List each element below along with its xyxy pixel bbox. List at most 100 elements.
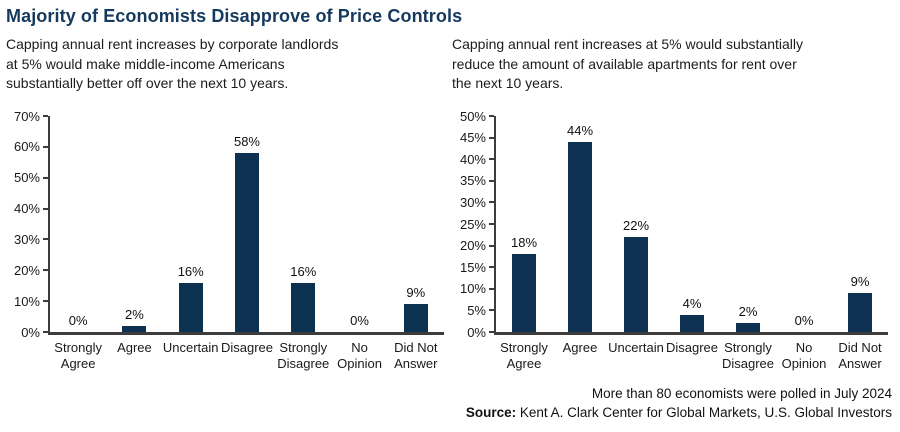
x-axis-labels: Strongly Agree Agree Uncertain Disagree Stron… [496, 340, 888, 372]
x-axis-label-line: Agree [562, 340, 598, 355]
x-axis-label-line: Did Not [838, 340, 882, 355]
bar-slot: 44% [552, 116, 608, 332]
y-axis: 0% 5% 10% 15% 20% 25% 30% 35% 40% 45% 50% [452, 109, 494, 340]
y-axis-tick [489, 309, 494, 312]
bar-value-label: 9% [850, 274, 870, 290]
y-axis-tick [489, 244, 494, 247]
x-axis-label: Uncertain [608, 340, 664, 372]
y-axis-label: 45% [459, 130, 486, 146]
x-axis-label: Uncertain [163, 340, 219, 372]
bar-slot: 2% [106, 116, 162, 332]
y-axis-label: 10% [459, 281, 486, 297]
bar [680, 314, 704, 332]
y-axis-tick [43, 238, 48, 241]
bar [848, 293, 872, 332]
x-axis-label-line: Strongly [500, 340, 548, 355]
x-axis-label: Disagree [219, 340, 275, 372]
y-axis-label: 10% [13, 293, 40, 309]
x-axis-label: Agree [106, 340, 162, 372]
bar-value-label: 0% [68, 313, 88, 328]
bar-slot: 2% [720, 116, 776, 332]
bar-value-label: 22% [622, 217, 650, 233]
bar-value-label: 0% [794, 313, 814, 328]
bar-value-label: 18% [510, 235, 538, 251]
y-axis-tick [489, 158, 494, 161]
bar-value-label: 4% [682, 295, 702, 311]
subtitle-line: the next 10 years. [452, 75, 564, 91]
bar [512, 254, 536, 332]
bar-slot: 0% [331, 116, 387, 332]
y-axis-label: 70% [13, 108, 40, 124]
subtitle-line: Capping annual rent increases by corpora… [6, 36, 339, 52]
y-axis-tick [43, 269, 48, 272]
bar-slot: 0% [776, 116, 832, 332]
left-chart: Capping annual rent increases by corpora… [0, 35, 450, 372]
y-axis-label: 30% [459, 194, 486, 210]
bar-value-label: 44% [566, 122, 594, 138]
x-axis-label-line: No [351, 340, 368, 355]
bar [122, 325, 147, 332]
x-axis-label: Strongly Disagree [275, 340, 331, 372]
y-axis-label: 40% [459, 151, 486, 167]
x-axis-label-line: Strongly [54, 340, 102, 355]
y-axis-label: 50% [13, 170, 40, 186]
chart-footer: More than 80 economists were polled in J… [466, 385, 892, 422]
y-axis-label: 40% [13, 201, 40, 217]
x-axis-label-line: Disagree [721, 356, 775, 371]
x-axis-label: No Opinion [331, 340, 387, 372]
source-line: Source: Kent A. Clark Center for Global … [466, 404, 892, 423]
y-axis-tick [489, 115, 494, 117]
x-axis-label-line: Disagree [277, 356, 330, 371]
x-axis-label-line: Answer [394, 356, 438, 371]
x-axis-label-line: Did Not [394, 340, 438, 355]
chart-plot-row: 0% 10% 20% 30% 40% 50% 60% 70% 0% 2% 16% 58% 16% 0% 9% [6, 109, 444, 340]
subtitle-line: Capping annual rent increases at 5% woul… [452, 36, 803, 52]
bar-slot: 9% [388, 116, 444, 332]
charts-row: Capping annual rent increases by corpora… [0, 35, 900, 372]
y-axis-label: 50% [459, 108, 486, 124]
x-axis-label-line: No [795, 340, 813, 355]
y-axis-tick [43, 145, 48, 148]
bar [624, 236, 648, 332]
x-axis-label-line: Strongly [279, 340, 328, 355]
y-axis-label: 25% [459, 216, 486, 232]
bar-slot: 9% [832, 116, 888, 332]
bar-slot: 16% [275, 116, 331, 332]
bar-value-label: 58% [233, 134, 260, 150]
bar-value-label: 2% [125, 306, 144, 322]
x-axis-label-line: Agree [117, 340, 152, 355]
y-axis-tick [43, 331, 48, 333]
subtitle-line: substantially better off over the next 1… [6, 75, 289, 91]
footer-note: More than 80 economists were polled in J… [591, 386, 892, 401]
page-title: Majority of Economists Disapprove of Pri… [6, 6, 463, 26]
y-axis: 0% 10% 20% 30% 40% 50% 60% 70% [6, 109, 48, 340]
bar-slot: 22% [608, 116, 664, 332]
x-axis-label: No Opinion [776, 340, 832, 372]
x-axis-label-line: Uncertain [608, 340, 664, 355]
x-axis-label: Strongly Agree [50, 340, 106, 372]
bar-value-label: 0% [350, 313, 369, 328]
subtitle-line: at 5% would make middle-income Americans [6, 55, 285, 72]
bar-slot: 58% [219, 116, 275, 332]
plot-area: 18% 44% 22% 4% 2% 0% 9% [494, 116, 888, 335]
x-axis-label-line: Disagree [220, 340, 273, 355]
right-chart: Capping annual rent increases at 5% woul… [450, 35, 900, 372]
x-axis-label-line: Strongly [724, 340, 772, 355]
y-axis-tick [489, 266, 494, 269]
x-axis-label-line: Answer [838, 356, 882, 371]
bar-value-label: 2% [738, 304, 758, 320]
x-axis-label: Strongly Disagree [720, 340, 776, 372]
bar-value-label: 16% [290, 263, 317, 279]
chart-plot-row: 0% 5% 10% 15% 20% 25% 30% 35% 40% 45% 50% 18% 44% 22%… [452, 109, 888, 340]
source-label: Source: [465, 404, 517, 420]
bar-value-label: 16% [177, 263, 204, 279]
right-chart-plot: 0% 5% 10% 15% 20% 25% 30% 35% 40% 45% 50% 18% 44% 22%… [452, 109, 888, 372]
y-axis-label: 20% [13, 262, 40, 278]
x-axis-label-line: Opinion [337, 356, 382, 371]
bar [178, 282, 203, 332]
y-axis-label: 0% [21, 324, 40, 340]
left-chart-subtitle: Capping annual rent increases by corpora… [6, 35, 444, 97]
x-axis-label: Disagree [664, 340, 720, 372]
y-axis-label: 5% [467, 302, 486, 318]
y-axis-tick [489, 331, 494, 333]
